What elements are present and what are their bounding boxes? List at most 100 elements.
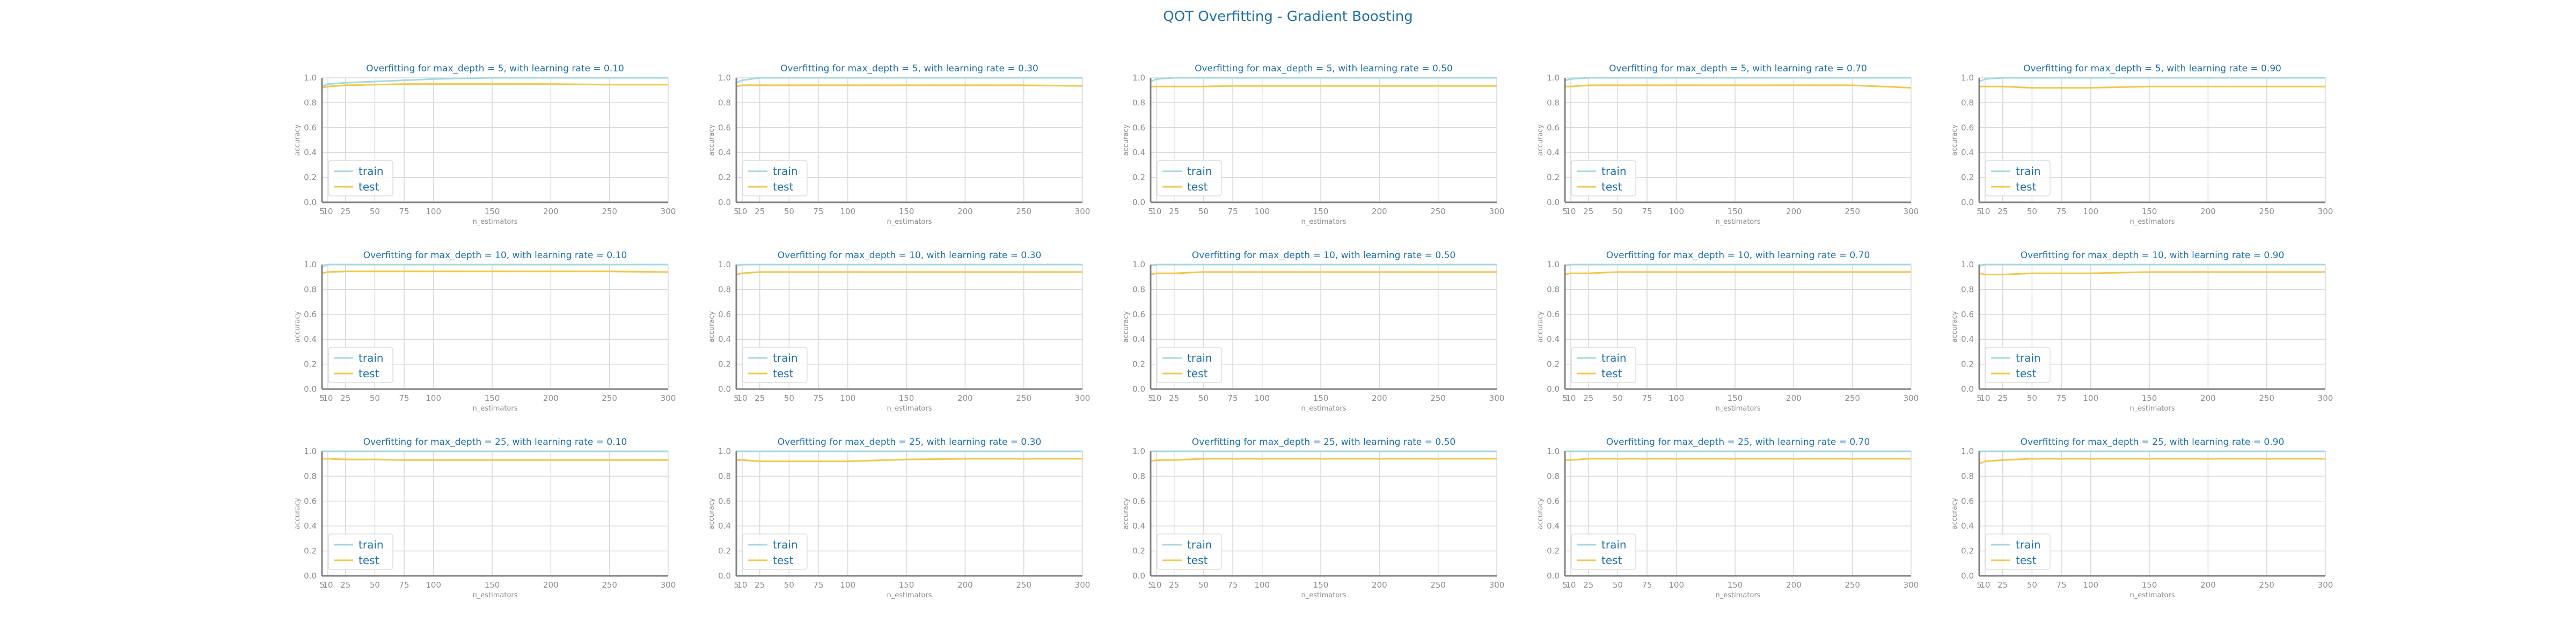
- x-tick-label: 300: [1075, 393, 1091, 403]
- subplot-11: 510 25 50 75 100 150 200 250 300 0.0 0.2 0.4 0.6 0.8 1…: [294, 437, 676, 599]
- x-tick-label: 25: [755, 580, 765, 590]
- y-tick-label: 0.8: [1961, 471, 1974, 481]
- x-tick-label: 250: [1430, 580, 1446, 590]
- x-tick-label: 10: [1980, 207, 1990, 216]
- x-axis-label: n_estimators: [2129, 591, 2175, 599]
- y-tick-label: 0.6: [1547, 496, 1560, 506]
- y-axis-label: accuracy: [1122, 497, 1130, 529]
- x-tick-label: 200: [1786, 580, 1802, 590]
- legend-label-test: test: [1601, 180, 1622, 193]
- x-tick-label: 200: [2200, 207, 2216, 216]
- y-tick-label: 0.4: [718, 521, 731, 531]
- y-tick-label: 0.2: [1132, 173, 1145, 182]
- x-tick-label: 10: [737, 580, 747, 590]
- y-tick-label: 0.8: [1132, 471, 1145, 481]
- y-tick-label: 0.4: [304, 521, 317, 531]
- x-axis-label: n_estimators: [887, 591, 932, 599]
- y-tick-label: 1.0: [718, 260, 731, 269]
- x-tick-label: 50: [784, 207, 794, 216]
- x-tick-label: 25: [1997, 580, 2008, 590]
- y-tick-label: 0.2: [1547, 546, 1560, 556]
- x-axis-label: n_estimators: [472, 591, 517, 599]
- y-tick-label: 1.0: [718, 73, 731, 83]
- y-tick-label: 0.6: [718, 496, 731, 506]
- x-tick-label: 200: [1372, 393, 1387, 403]
- y-axis-label: accuracy: [708, 124, 716, 156]
- y-tick-label: 0.6: [1132, 310, 1145, 319]
- y-tick-label: 0.6: [1132, 496, 1145, 506]
- legend-label-test: test: [1601, 367, 1622, 380]
- x-tick-label: 75: [2057, 393, 2067, 403]
- y-tick-label: 0.0: [718, 384, 731, 394]
- x-tick-label: 75: [1642, 580, 1652, 590]
- y-tick-label: 0.6: [718, 310, 731, 319]
- y-tick-label: 0.0: [1132, 571, 1145, 581]
- legend-label-test: test: [2016, 367, 2037, 380]
- x-tick-label: 200: [2200, 393, 2216, 403]
- y-axis-label: accuracy: [708, 311, 716, 342]
- legend-label-test: test: [358, 367, 379, 380]
- y-tick-label: 1.0: [1547, 73, 1560, 83]
- x-tick-label: 150: [2142, 207, 2157, 216]
- x-tick-label: 300: [661, 393, 676, 403]
- series-line-test: [1979, 85, 2325, 89]
- y-tick-label: 0.8: [718, 471, 731, 481]
- legend-label-test: test: [1187, 554, 1208, 567]
- subplot-title: Overfitting for max_depth = 5, with lear…: [366, 63, 624, 74]
- x-tick-label: 10: [1151, 393, 1161, 403]
- legend-label-train: train: [358, 538, 384, 551]
- x-tick-label: 75: [814, 393, 824, 403]
- y-tick-label: 0.8: [718, 98, 731, 107]
- series-line-test: [1565, 84, 1912, 89]
- x-axis-label: n_estimators: [1301, 218, 1346, 226]
- x-axis-label: n_estimators: [1301, 591, 1346, 599]
- x-tick-label: 10: [1980, 393, 1990, 403]
- y-axis-label: accuracy: [1536, 124, 1545, 156]
- y-tick-label: 1.0: [1961, 73, 1974, 83]
- series-line-test: [321, 270, 669, 274]
- x-tick-label: 5: [1562, 580, 1568, 590]
- subplot-7: 510 25 50 75 100 150 200 250 300 0.0 0.2 0.4 0.6 0.8 1…: [708, 250, 1090, 413]
- x-tick-label: 75: [1228, 580, 1238, 590]
- y-tick-label: 0.2: [304, 173, 317, 182]
- series-line-train: [1150, 77, 1497, 83]
- legend-label-test: test: [2016, 554, 2037, 567]
- y-tick-label: 0.4: [1961, 334, 1974, 344]
- y-axis-label: accuracy: [1951, 497, 1959, 529]
- x-tick-label: 10: [323, 207, 333, 216]
- y-tick-label: 0.6: [1132, 123, 1145, 133]
- y-tick-label: 0.8: [1132, 98, 1145, 107]
- y-tick-label: 0.0: [1961, 197, 1974, 207]
- y-tick-label: 0.8: [1961, 98, 1974, 107]
- x-tick-label: 150: [485, 580, 500, 590]
- legend-label-test: test: [358, 554, 379, 567]
- y-tick-label: 0.2: [1961, 546, 1974, 556]
- y-tick-label: 0.6: [1547, 310, 1560, 319]
- x-tick-label: 75: [1228, 207, 1238, 216]
- x-tick-label: 75: [2057, 207, 2067, 216]
- legend-label-train: train: [1187, 352, 1212, 364]
- series-line-train: [1979, 264, 2325, 267]
- y-tick-label: 0.2: [718, 173, 731, 182]
- x-axis-label: n_estimators: [1301, 405, 1346, 413]
- x-tick-label: 5: [1977, 580, 1982, 590]
- legend-label-test: test: [773, 367, 794, 380]
- y-tick-label: 0.0: [1132, 384, 1145, 394]
- legend-label-test: test: [1601, 554, 1622, 567]
- subplot-title: Overfitting for max_depth = 25, with lea…: [778, 437, 1042, 448]
- subplot-title: Overfitting for max_depth = 5, with lear…: [1195, 63, 1453, 74]
- legend-label-train: train: [2016, 165, 2041, 178]
- x-tick-label: 100: [426, 207, 441, 216]
- x-axis-label: n_estimators: [1715, 591, 1760, 599]
- legend-label-train: train: [358, 352, 384, 364]
- x-tick-label: 150: [2142, 393, 2157, 403]
- series-line-train: [1150, 264, 1497, 267]
- series-line-test: [736, 271, 1082, 276]
- x-axis-label: n_estimators: [472, 218, 517, 226]
- legend-label-test: test: [1187, 367, 1208, 380]
- x-tick-label: 200: [957, 580, 973, 590]
- x-tick-label: 100: [840, 393, 855, 403]
- legend-label-train: train: [358, 165, 384, 178]
- x-axis-label: n_estimators: [2129, 405, 2175, 413]
- x-tick-label: 5: [734, 207, 739, 216]
